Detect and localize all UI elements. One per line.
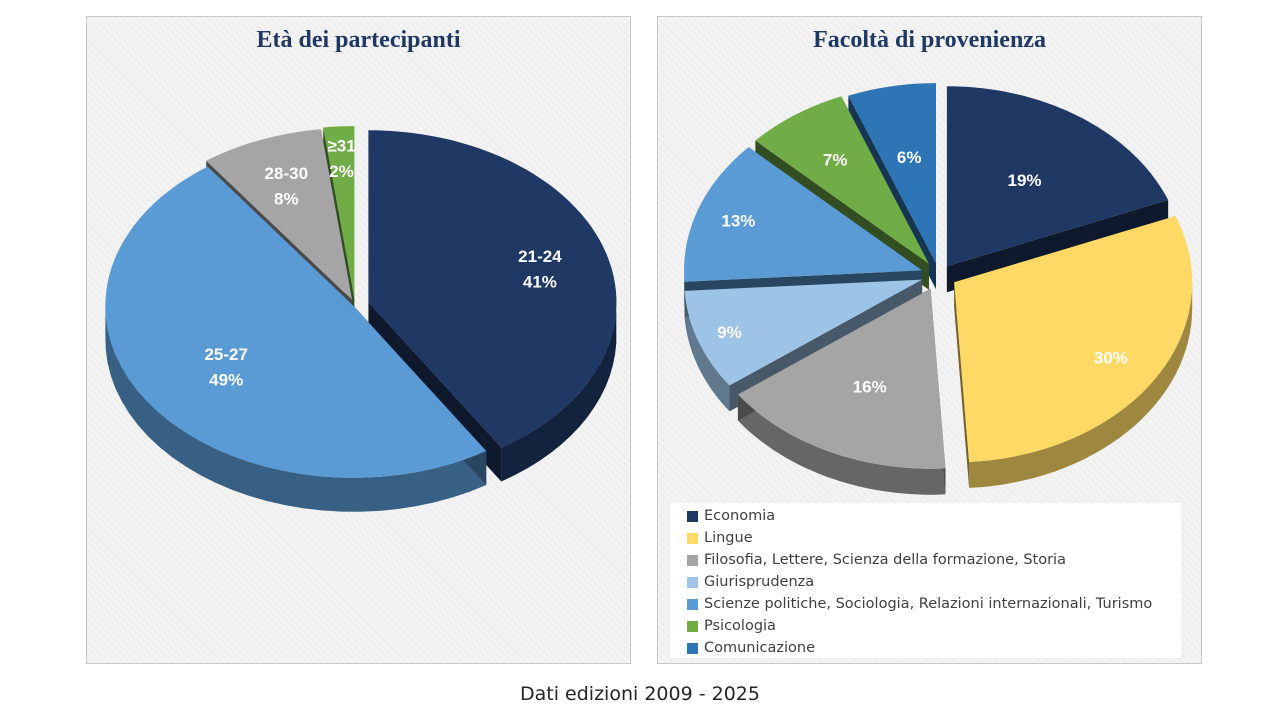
pie-slice-28-30 (206, 129, 353, 300)
pie-slice-side (684, 290, 730, 412)
pie-slice-edge (954, 282, 970, 488)
pie-slice-21-24 (368, 130, 617, 448)
legend-swatch (687, 554, 698, 566)
pie-slice-side (105, 302, 487, 512)
pie-chart-age: 21-24 41% 25-27 49% 28-30 8% ≥31 2% (105, 126, 617, 512)
pie-slice-25-27 (105, 166, 487, 478)
legend-swatch (687, 576, 698, 588)
chart-title-age: Età dei partecipanti (256, 27, 461, 53)
chart-title-faculty: Facoltà di provenienza (813, 27, 1046, 53)
legend-label: Scienze politiche, Sociologia, Relazioni… (704, 596, 1153, 612)
data-label-comunicazione: 6% (897, 148, 922, 167)
legend-label: Comunicazione (704, 640, 816, 656)
pie-slice-psicologia (755, 96, 929, 264)
data-label-filosofia-lettere-scienza-della-formazione-storia: 16% (853, 377, 887, 396)
legend-label: Economia (704, 508, 776, 524)
data-label-31: ≥31 2% (327, 136, 355, 181)
pie-slice-comunicazione (848, 83, 936, 264)
data-label-25-27: 25-27 49% (204, 345, 247, 390)
pie-slice-side (501, 309, 617, 482)
legend-item-filosofia-lettere-scienza-della-formazione-storia: Filosofia, Lettere, Scienza della formaz… (687, 549, 1181, 571)
legend-label: Psicologia (704, 618, 776, 634)
legend-item-comunicazione: Comunicazione (687, 637, 1181, 659)
legend-swatch (687, 598, 698, 610)
data-label-scienze-politiche-sociologia-relazioni-internazionali-turismo: 13% (721, 211, 755, 230)
legend-label: Filosofia, Lettere, Scienza della formaz… (704, 552, 1066, 568)
pie-slice-scienze-politiche-sociologia-relazioni-internazionali-turismo (684, 147, 923, 282)
data-label-lingue: 30% (1094, 348, 1128, 367)
pie-slice-lingue (954, 216, 1193, 462)
pie-slice-side (969, 282, 1193, 488)
legend-swatch (687, 532, 698, 544)
data-label-economia: 19% (1007, 171, 1041, 190)
legend-swatch (687, 642, 698, 654)
data-label-21-24: 21-24 41% (518, 247, 562, 292)
pie-slice-filosofia-lettere-scienza-della-formazione-storia (737, 288, 946, 469)
pie-slice-giurisprudenza (684, 279, 923, 386)
legend-item-scienze-politiche-sociologia-relazioni-internazionali-turismo: Scienze politiche, Sociologia, Relazioni… (687, 593, 1181, 615)
footer-caption: Dati edizioni 2009 - 2025 (520, 683, 760, 705)
data-label-psicologia: 7% (823, 150, 848, 169)
pie-slice-31 (323, 126, 355, 299)
legend-item-lingue: Lingue (687, 527, 1181, 549)
legend-label: Lingue (704, 530, 753, 546)
legend-item-psicologia: Psicologia (687, 615, 1181, 637)
chart-legend: Economia Lingue Filosofia, Lettere, Scienz… (670, 503, 1181, 658)
chart-panel-faculty: Facoltà di provenienza 19% 30% 16% 9% 13% 7% 6… (657, 16, 1202, 664)
pie-slice-side (737, 394, 946, 495)
legend-swatch (687, 620, 698, 632)
legend-item-giurisprudenza: Giurisprudenza (687, 571, 1181, 593)
legend-label: Giurisprudenza (704, 574, 815, 590)
legend-item-economia: Economia (687, 505, 1181, 527)
pie-slice-economia (946, 86, 1169, 267)
chart-panel-age: Età dei partecipanti 21-24 41% 25-27 49% 28-… (86, 16, 631, 664)
pie-chart-faculty: 19% 30% 16% 9% 13% 7% 6% (684, 83, 1193, 495)
data-label-giurisprudenza: 9% (717, 323, 742, 342)
data-label-28-30: 28-30 8% (265, 164, 308, 209)
legend-swatch (687, 510, 698, 522)
